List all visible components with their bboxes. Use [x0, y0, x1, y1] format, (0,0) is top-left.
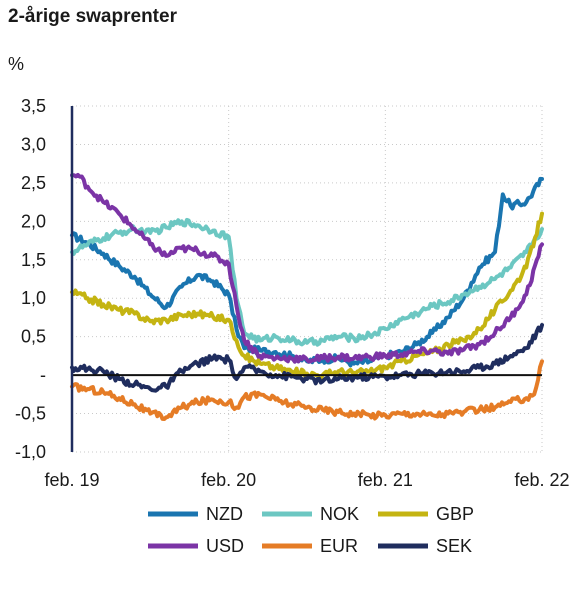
legend-item-gbp: GBP: [378, 504, 474, 524]
legend-label: USD: [206, 536, 244, 556]
y-tick-label: 2,0: [21, 211, 46, 231]
y-tick-label: -: [40, 365, 46, 385]
y-tick-label: 2,5: [21, 173, 46, 193]
legend-item-nzd: NZD: [148, 504, 243, 524]
legend-item-nok: NOK: [262, 504, 359, 524]
grid: [71, 105, 543, 453]
x-tick-label: feb. 21: [358, 470, 413, 490]
x-tick-label: feb. 22: [514, 470, 569, 490]
y-tick-label: -1,0: [15, 442, 46, 462]
legend-label: EUR: [320, 536, 358, 556]
legend-label: GBP: [436, 504, 474, 524]
y-tick-label: -0,5: [15, 404, 46, 424]
y-tick-label: 1,5: [21, 250, 46, 270]
legend-label: NOK: [320, 504, 359, 524]
legend-item-usd: USD: [148, 536, 244, 556]
legend-item-eur: EUR: [262, 536, 358, 556]
y-axis-ticks: 3,5 3,0 2,5 2,0 1,5 1,0 0,5 - -0,5 -1,0: [15, 96, 46, 462]
y-tick-label: 0,5: [21, 327, 46, 347]
series-line-sek: [70, 323, 544, 393]
chart-title: 2-årige swaprenter: [8, 6, 178, 27]
x-tick-label: feb. 19: [44, 470, 99, 490]
y-axis-unit: %: [8, 54, 24, 74]
y-tick-label: 3,0: [21, 134, 46, 154]
y-tick-label: 3,5: [21, 96, 46, 116]
legend-label: SEK: [436, 536, 472, 556]
legend-item-sek: SEK: [378, 536, 472, 556]
x-tick-label: feb. 20: [201, 470, 256, 490]
series-line-eur: [70, 359, 544, 421]
series-lines: [70, 172, 544, 421]
series-line-usd: [70, 172, 544, 364]
legend-label: NZD: [206, 504, 243, 524]
legend: NZD NOK GBP USD EUR SEK: [148, 504, 474, 556]
y-tick-label: 1,0: [21, 288, 46, 308]
x-axis-ticks: feb. 19 feb. 20 feb. 21 feb. 22: [44, 470, 569, 490]
series-line-nok: [70, 217, 544, 347]
